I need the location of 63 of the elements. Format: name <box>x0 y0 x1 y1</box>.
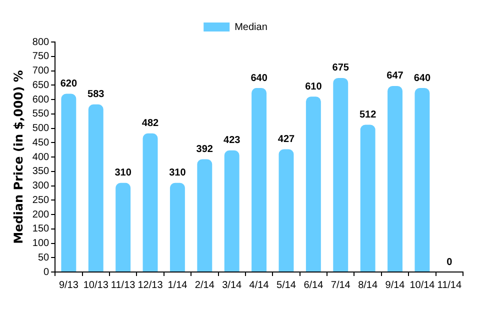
x-tick-label: 9/13 <box>58 280 79 291</box>
data-label: 0 <box>446 256 453 268</box>
x-tick-label: 4/14 <box>249 280 270 291</box>
x-tick-label: 9/14 <box>385 280 406 291</box>
y-tick-label: 650 <box>32 80 50 91</box>
y-tick-label: 800 <box>32 36 50 48</box>
y-tick-label: 550 <box>32 108 50 120</box>
data-label: 427 <box>278 134 296 145</box>
y-tick-label: 350 <box>32 166 50 178</box>
data-label: 610 <box>305 81 322 92</box>
legend-label: Median <box>234 22 268 33</box>
y-tick-label: 100 <box>32 238 50 249</box>
data-label: 620 <box>60 78 78 90</box>
y-tick-label: 200 <box>32 209 50 220</box>
y-tick-label: 50 <box>38 252 50 264</box>
x-tick-label: 11/14 <box>437 280 462 291</box>
bar <box>142 133 158 272</box>
data-label: 392 <box>196 144 214 156</box>
y-tick-label: 150 <box>32 224 50 235</box>
y-tick-label: 750 <box>32 51 50 62</box>
data-label: 482 <box>142 118 160 130</box>
data-label: 675 <box>332 62 350 74</box>
x-tick-label: 8/14 <box>358 280 378 291</box>
x-tick-label: 12/13 <box>138 280 164 291</box>
y-axis-title: Median Price (in $,000) % <box>11 70 26 244</box>
y-tick-label: 300 <box>32 180 50 192</box>
bar <box>61 94 76 272</box>
y-tick-label: 400 <box>32 152 50 163</box>
bar <box>333 78 348 272</box>
data-label: 647 <box>386 70 404 82</box>
x-tick-label: 2/14 <box>194 280 215 291</box>
data-label: 310 <box>114 168 132 179</box>
y-tick-label: 450 <box>32 137 50 148</box>
x-tick-label: 1/14 <box>168 280 188 291</box>
data-label: 640 <box>414 72 431 84</box>
data-label: 640 <box>250 72 268 84</box>
bar <box>414 88 430 272</box>
data-label: 423 <box>224 135 241 146</box>
x-tick-label: 5/14 <box>276 280 296 291</box>
bar <box>306 96 321 272</box>
x-tick-label: 11/13 <box>110 280 136 291</box>
x-tick-label: 10/14 <box>410 280 436 291</box>
y-tick-label: 600 <box>32 94 50 106</box>
bar <box>388 86 402 272</box>
bar <box>197 159 212 272</box>
bar <box>88 104 104 272</box>
data-label: 583 <box>88 89 105 100</box>
data-label: 512 <box>359 110 377 121</box>
bar <box>116 182 131 272</box>
x-tick-label: 10/13 <box>83 280 109 291</box>
y-tick-label: 250 <box>32 194 50 206</box>
bar <box>278 149 294 272</box>
y-tick-label: 500 <box>32 123 50 134</box>
x-tick-label: 7/14 <box>330 280 351 291</box>
bar <box>170 182 185 272</box>
y-tick-label: 700 <box>32 66 50 76</box>
x-tick-label: 6/14 <box>304 280 324 291</box>
x-tick-label: 3/14 <box>222 280 242 291</box>
y-tick-label: 0 <box>44 266 50 278</box>
bar <box>252 88 267 272</box>
bar <box>224 150 240 272</box>
bar <box>360 124 376 272</box>
data-label: 310 <box>169 168 186 179</box>
